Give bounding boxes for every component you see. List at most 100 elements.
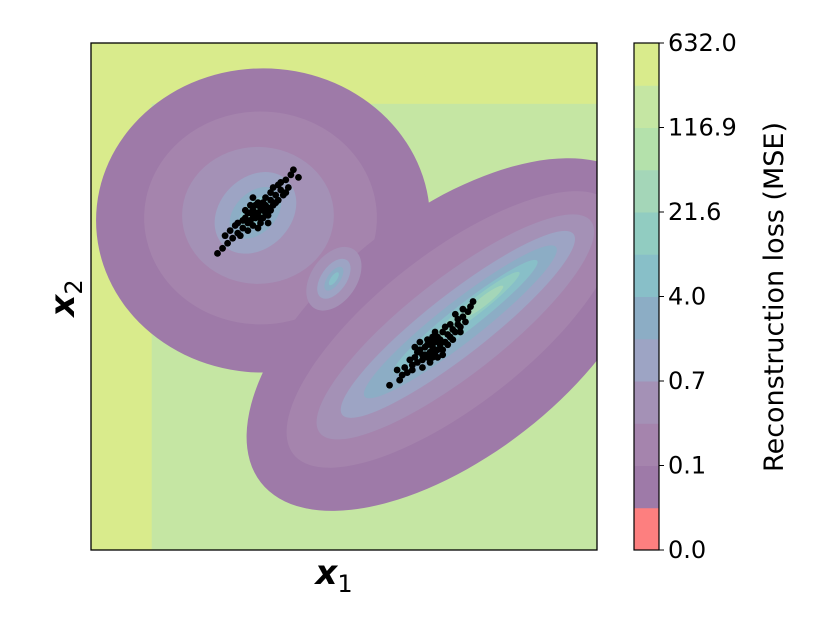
- scatter-point: [239, 217, 247, 224]
- y-axis-label-symbol: x: [43, 294, 83, 319]
- scatter-point: [236, 232, 244, 240]
- scatter-point: [401, 364, 409, 371]
- colorbar-band: [634, 85, 659, 128]
- scatter-point: [277, 186, 285, 194]
- scatter-point: [221, 232, 229, 240]
- scatter-point: [229, 234, 237, 242]
- scatter-point: [249, 194, 257, 202]
- scatter-point: [416, 338, 424, 346]
- scatter-point: [469, 298, 477, 305]
- scatter-point: [454, 315, 462, 323]
- scatter-point: [419, 364, 426, 371]
- scatter-point: [408, 366, 416, 374]
- scatter-point: [413, 348, 421, 356]
- scatter-point: [459, 305, 467, 313]
- colorbar-band: [634, 296, 659, 340]
- scatter-point: [431, 338, 439, 346]
- x-axis-label-symbol: x: [313, 553, 338, 593]
- colorbar-band: [634, 43, 659, 86]
- scatter-point: [436, 341, 444, 349]
- colorbar-band: [634, 127, 659, 171]
- colorbar-band: [634, 507, 659, 551]
- svg-text:x2: x2: [43, 279, 88, 318]
- scatter-point: [252, 209, 259, 217]
- scatter-point: [219, 244, 226, 252]
- scatter-point: [408, 361, 416, 369]
- scatter-point: [282, 176, 290, 184]
- scatter-point: [459, 313, 467, 321]
- scatter-point: [449, 336, 457, 343]
- scatter-point: [393, 366, 401, 374]
- scatter-point: [413, 359, 421, 366]
- y-axis-label: x2: [43, 279, 88, 318]
- x-axis-label-subscript: 1: [337, 570, 352, 598]
- colorbar-band: [634, 465, 659, 509]
- scatter-point: [249, 214, 257, 222]
- scatter-point: [295, 173, 302, 181]
- contour-fill: [91, 43, 597, 550]
- colorbar-label: Reconstruction loss (MSE): [759, 122, 790, 472]
- contour-valley-bridge: [306, 246, 362, 311]
- contour-band: [328, 272, 339, 286]
- scatter-point: [462, 318, 469, 326]
- scatter-point: [456, 328, 464, 336]
- plot-frame: [90, 42, 598, 551]
- scatter-point: [214, 250, 221, 257]
- scatter-point: [464, 308, 472, 316]
- scatter-point: [451, 328, 459, 336]
- scatter-point: [431, 328, 439, 336]
- colorbar-tick-label: 632.0: [668, 29, 737, 57]
- scatter-point: [290, 166, 297, 174]
- scatter-point: [267, 206, 275, 214]
- scatter-point: [434, 333, 442, 341]
- scatter-point: [284, 184, 292, 191]
- colorbar-ticks: 0.0 0.1 0.7 4.0 21.6 116.9 632.0: [659, 29, 737, 564]
- scatter-point: [439, 351, 447, 359]
- scatter-point: [267, 189, 275, 196]
- scatter-point: [421, 343, 429, 351]
- scatter-point: [257, 204, 264, 212]
- colorbar-tick-label: 0.7: [668, 367, 706, 395]
- scatter-point: [429, 333, 436, 341]
- scatter-point: [403, 369, 411, 376]
- scatter-point: [269, 184, 277, 191]
- scatter-point: [224, 239, 232, 247]
- scatter-point: [411, 343, 419, 351]
- scatter-point: [259, 214, 267, 222]
- scatter-point: [244, 209, 252, 217]
- colorbar-band: [634, 169, 659, 213]
- colorbar-tick-label: 4.0: [668, 283, 706, 311]
- scatter-point: [424, 353, 431, 361]
- scatter-point: [246, 201, 254, 209]
- scatter-point: [262, 209, 269, 217]
- contour-band: [91, 410, 205, 550]
- colorbar-band: [634, 212, 659, 255]
- svg-text:x1: x1: [313, 553, 352, 598]
- scatter-point: [444, 341, 452, 349]
- scatter-point: [262, 194, 269, 202]
- scatter-point: [434, 353, 442, 361]
- scatter-point: [406, 356, 414, 364]
- colorbar-tick-label: 116.9: [668, 114, 737, 142]
- scatter-point: [244, 227, 252, 234]
- scatter-point: [277, 179, 285, 186]
- scatter-point: [226, 227, 234, 234]
- scatter-point: [467, 303, 474, 311]
- scatter-point: [259, 199, 267, 207]
- scatter-point: [441, 323, 449, 331]
- scatter-point: [267, 196, 275, 204]
- scatter-point: [282, 189, 290, 196]
- scatter-point: [396, 376, 404, 384]
- scatter-point: [419, 356, 426, 364]
- scatter-point: [386, 381, 393, 389]
- scatter-point: [456, 323, 464, 331]
- plot-area: [91, 43, 597, 550]
- scatter-point: [439, 328, 447, 336]
- scatter-point: [429, 353, 436, 361]
- colorbar-tick-label: 0.0: [668, 536, 706, 564]
- scatter-point: [244, 219, 252, 227]
- contour-band: [414, 43, 511, 114]
- scatter-point: [411, 353, 419, 361]
- scatter-point: [257, 219, 264, 227]
